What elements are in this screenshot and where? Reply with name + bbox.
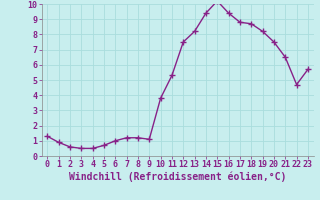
X-axis label: Windchill (Refroidissement éolien,°C): Windchill (Refroidissement éolien,°C)	[69, 172, 286, 182]
